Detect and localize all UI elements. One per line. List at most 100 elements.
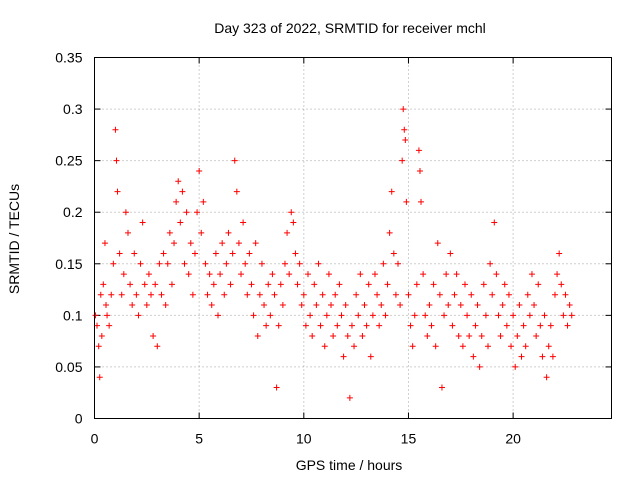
data-point bbox=[455, 332, 462, 339]
data-point bbox=[198, 229, 205, 236]
data-point bbox=[428, 322, 435, 329]
data-point bbox=[104, 312, 111, 319]
data-point bbox=[145, 271, 152, 278]
data-point bbox=[227, 281, 234, 288]
data-point bbox=[388, 188, 395, 195]
data-point bbox=[133, 291, 140, 298]
data-point bbox=[493, 271, 500, 278]
data-point bbox=[315, 260, 322, 267]
data-point bbox=[537, 322, 544, 329]
data-point bbox=[416, 167, 423, 174]
data-point bbox=[497, 332, 504, 339]
data-point bbox=[269, 271, 276, 278]
y-tick-label: 0.25 bbox=[55, 153, 82, 169]
data-point bbox=[397, 302, 404, 309]
data-point bbox=[512, 363, 519, 370]
data-point bbox=[208, 302, 215, 309]
data-point bbox=[482, 312, 489, 319]
data-point bbox=[275, 322, 282, 329]
data-point bbox=[307, 312, 314, 319]
data-point bbox=[321, 343, 328, 350]
data-point bbox=[426, 302, 433, 309]
data-point bbox=[152, 281, 159, 288]
data-point bbox=[535, 281, 542, 288]
data-point bbox=[491, 219, 498, 226]
data-point bbox=[96, 374, 103, 381]
data-point bbox=[325, 271, 332, 278]
data-point bbox=[300, 291, 307, 298]
data-point bbox=[508, 343, 515, 350]
data-point bbox=[342, 302, 349, 309]
data-point bbox=[445, 302, 452, 309]
data-point bbox=[365, 281, 372, 288]
data-point bbox=[250, 312, 257, 319]
data-point bbox=[447, 250, 454, 257]
data-point bbox=[244, 291, 251, 298]
data-point bbox=[286, 271, 293, 278]
data-point bbox=[453, 271, 460, 278]
data-point bbox=[101, 240, 108, 247]
data-point bbox=[277, 281, 284, 288]
data-point bbox=[150, 332, 157, 339]
data-point bbox=[355, 312, 362, 319]
data-point bbox=[148, 291, 155, 298]
data-point bbox=[330, 332, 337, 339]
data-point bbox=[94, 322, 101, 329]
data-point bbox=[108, 291, 115, 298]
data-point bbox=[376, 322, 383, 329]
data-point bbox=[129, 302, 136, 309]
data-point bbox=[219, 240, 226, 247]
data-point bbox=[98, 332, 105, 339]
y-tick-label: 0.05 bbox=[55, 359, 82, 375]
data-point bbox=[281, 260, 288, 267]
data-point bbox=[405, 291, 412, 298]
data-point bbox=[204, 291, 211, 298]
data-point bbox=[384, 281, 391, 288]
data-point bbox=[181, 260, 188, 267]
data-point bbox=[359, 332, 366, 339]
grid-lines bbox=[94, 57, 612, 419]
data-point bbox=[256, 291, 263, 298]
data-point bbox=[346, 394, 353, 401]
data-point bbox=[311, 281, 318, 288]
data-point bbox=[113, 157, 120, 164]
data-point bbox=[351, 343, 358, 350]
y-tick-label: 0.1 bbox=[63, 307, 83, 323]
data-point bbox=[386, 229, 393, 236]
data-point bbox=[361, 302, 368, 309]
data-point bbox=[524, 291, 531, 298]
data-point bbox=[263, 322, 270, 329]
data-point bbox=[562, 291, 569, 298]
data-point bbox=[348, 322, 355, 329]
data-point bbox=[217, 271, 224, 278]
data-point bbox=[238, 271, 245, 278]
data-point bbox=[141, 281, 148, 288]
data-point bbox=[156, 260, 163, 267]
data-point bbox=[168, 281, 175, 288]
data-point bbox=[539, 353, 546, 360]
x-tick-label: 10 bbox=[296, 431, 312, 447]
data-point bbox=[418, 198, 425, 205]
data-point bbox=[160, 250, 167, 257]
data-point bbox=[131, 250, 138, 257]
data-point bbox=[221, 291, 228, 298]
data-point bbox=[187, 240, 194, 247]
data-point bbox=[235, 240, 242, 247]
data-point bbox=[441, 312, 448, 319]
data-points bbox=[92, 106, 575, 401]
data-point bbox=[334, 322, 341, 329]
data-point bbox=[173, 198, 180, 205]
data-point bbox=[106, 322, 113, 329]
data-point bbox=[177, 219, 184, 226]
data-point bbox=[120, 271, 127, 278]
data-point bbox=[254, 332, 261, 339]
data-point bbox=[430, 281, 437, 288]
data-point bbox=[478, 332, 485, 339]
data-point bbox=[380, 260, 387, 267]
data-point bbox=[124, 229, 131, 236]
data-point bbox=[526, 312, 533, 319]
data-point bbox=[191, 250, 198, 257]
x-tick-label: 20 bbox=[505, 431, 521, 447]
data-point bbox=[284, 229, 291, 236]
